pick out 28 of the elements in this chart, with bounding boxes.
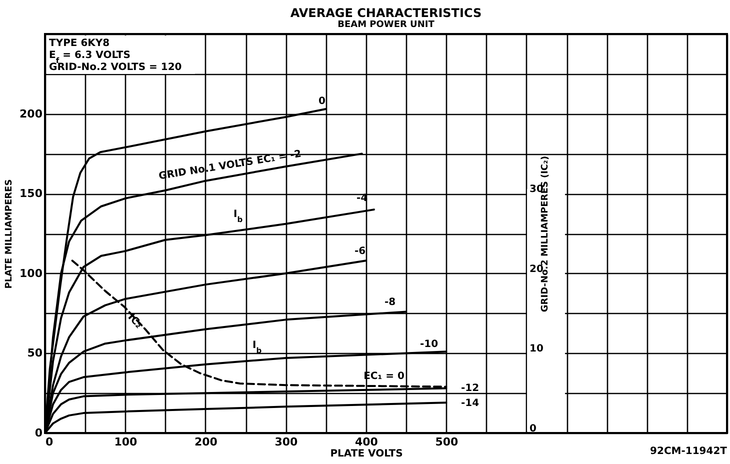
chart-subtitle: BEAM POWER UNIT bbox=[338, 20, 436, 30]
y-tick-label: 0 bbox=[34, 426, 43, 440]
annotation: -8 bbox=[384, 297, 396, 308]
y-tick-label: 100 bbox=[20, 266, 43, 280]
annotation: -6 bbox=[354, 246, 366, 257]
chart-title: AVERAGE CHARACTERISTICS bbox=[290, 6, 482, 20]
annotation: -14 bbox=[461, 398, 480, 409]
x-tick-label: 0 bbox=[46, 436, 54, 448]
annotation: -10 bbox=[420, 339, 438, 350]
y-tick-label: 200 bbox=[20, 107, 43, 120]
y-tick-label: 50 bbox=[27, 346, 43, 360]
x-axis-title: PLATE VOLTS bbox=[330, 448, 403, 460]
x-tick-label: 300 bbox=[274, 436, 298, 448]
y2-tick-label: 0 bbox=[530, 424, 536, 434]
annotation: -12 bbox=[461, 383, 480, 394]
annotation: GRID-No.2 VOLTS = 120 bbox=[49, 62, 182, 73]
annotation: I$_{b}$ bbox=[252, 340, 262, 354]
text: 92CM-11942T bbox=[650, 446, 728, 457]
y-tick-label: 150 bbox=[20, 187, 43, 200]
y-axis-title: PLATE MILLIAMPERES bbox=[4, 179, 15, 289]
annotation: TYPE 6KY8 bbox=[49, 38, 110, 49]
annotation: I$_{b}$ bbox=[233, 209, 244, 224]
y2-tick-label: 10 bbox=[530, 344, 544, 355]
annotation: 0 bbox=[318, 96, 326, 107]
x-tick-label: 500 bbox=[435, 436, 458, 448]
x-tick-label: 100 bbox=[114, 436, 138, 448]
x-tick-label: 400 bbox=[354, 436, 378, 448]
x-tick-label: 200 bbox=[194, 436, 218, 448]
